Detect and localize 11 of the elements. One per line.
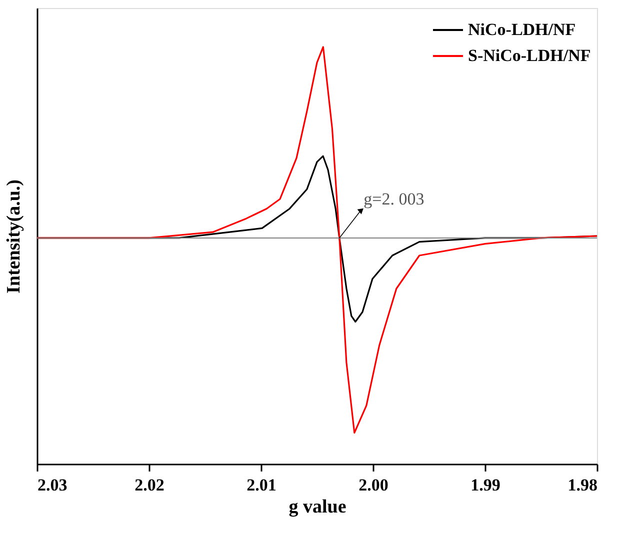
- legend-label: NiCo-LDH/NF: [468, 20, 576, 39]
- legend-label: S-NiCo-LDH/NF: [468, 46, 591, 65]
- y-axis-title: Intensity(a.u.): [4, 179, 24, 294]
- x-tick-label: 2.01: [246, 476, 276, 494]
- x-tick-label: 2.02: [134, 476, 164, 494]
- x-axis-title: g value: [288, 496, 346, 518]
- x-tick-label: 1.98: [568, 476, 598, 494]
- x-tick-label: 2.00: [358, 476, 388, 494]
- x-tick-label: 1.99: [470, 476, 500, 494]
- x-tick-label: 2.03: [38, 476, 68, 494]
- annotation: g=2. 003: [364, 190, 424, 209]
